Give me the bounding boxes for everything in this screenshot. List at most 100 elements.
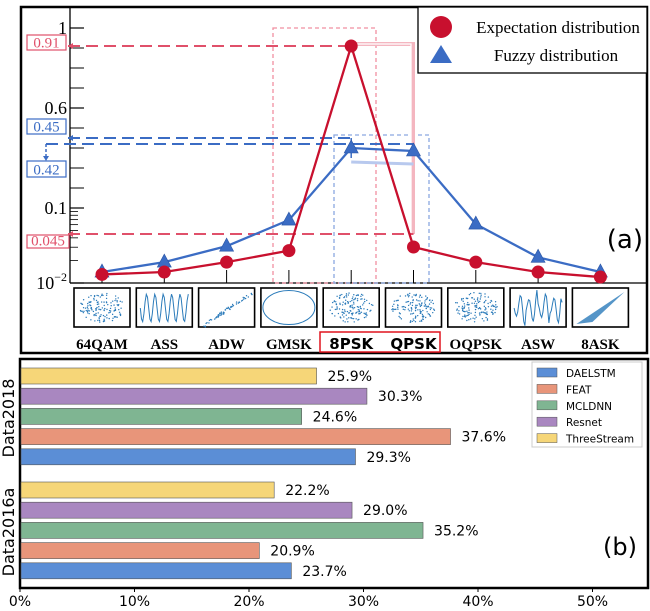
thumbnail-dot	[483, 320, 485, 322]
thumbnail-dot	[422, 318, 424, 321]
thumbnail-dot	[103, 309, 105, 311]
thumbnail-dot	[418, 296, 421, 298]
thumbnail-dot	[414, 307, 417, 310]
thumbnail-dot	[353, 299, 355, 301]
thumbnail-dot	[351, 304, 353, 306]
thumbnail-dot	[360, 307, 362, 310]
thumbnail-dot	[118, 311, 121, 313]
y-tick-label-text: 0.1	[45, 198, 68, 218]
thumbnail-dot	[346, 318, 348, 320]
thumbnail-dot	[116, 301, 118, 303]
thumbnail-dot	[428, 303, 431, 305]
x-tick-label: 40%	[462, 594, 493, 610]
thumbnail-dot	[463, 315, 466, 318]
thumbnail-wave	[513, 290, 563, 326]
panel-label-b: (b)	[603, 533, 637, 561]
thumbnail-dot	[351, 317, 353, 320]
thumbnail-dot	[479, 314, 481, 316]
y-tick-label-text: 0.6	[45, 98, 68, 118]
thumbnail-dot	[95, 299, 98, 302]
bar-value-label: 30.3%	[378, 389, 422, 405]
thumbnail-dot	[467, 301, 469, 304]
thumbnail-dot	[338, 308, 341, 310]
thumbnail-dot	[362, 294, 364, 296]
legend-label: FEAT	[566, 384, 592, 396]
thumbnail-dot	[456, 309, 458, 311]
thumbnail-dot	[468, 307, 470, 309]
thumbnail-dot	[99, 308, 101, 311]
thumbnail-dot	[402, 308, 404, 311]
thumbnail-dot	[494, 305, 496, 308]
thumbnail-dot	[415, 304, 417, 307]
thumbnail-dot	[473, 292, 475, 294]
thumbnail-dot	[90, 294, 92, 297]
thumbnail-dot	[419, 312, 421, 314]
thumbnail-dot	[461, 318, 463, 320]
thumbnail-dot	[334, 315, 336, 317]
thumbnail-dot	[96, 294, 98, 297]
thumbnail-dot	[421, 313, 424, 316]
thumbnail-dot	[490, 308, 492, 310]
data-point-circle	[282, 244, 296, 258]
thumbnail-dot	[220, 314, 222, 316]
thumbnail-dot	[392, 310, 394, 312]
thumbnail-dot	[357, 311, 359, 313]
thumbnail-dot	[235, 303, 238, 305]
thumbnail-dot	[475, 316, 477, 318]
annotation-box	[26, 34, 67, 51]
thumbnail-dot	[486, 311, 488, 313]
thumbnail-dot	[356, 306, 359, 308]
thumbnail-dot	[360, 311, 363, 313]
thumbnail-dot	[362, 304, 364, 306]
constellation-thumbnail-8PSK: 8PSK	[322, 287, 381, 353]
annotation-box	[26, 160, 67, 178]
thumbnail-dot	[424, 304, 427, 306]
thumbnail-dot	[419, 305, 422, 308]
thumbnail-wave	[139, 292, 189, 324]
thumbnail-dot	[480, 296, 482, 298]
thumbnail-dot	[458, 310, 460, 312]
thumbnail-dot	[486, 319, 489, 321]
thumbnail-dot	[349, 306, 351, 308]
bar-value-label: 22.2%	[285, 483, 329, 499]
x-tick-label: 30%	[348, 594, 379, 610]
thumbnail-dot	[476, 306, 478, 308]
thumbnail-dot	[103, 304, 105, 307]
legend-triangle-icon	[430, 45, 452, 63]
category-label: 64QAM	[76, 337, 128, 353]
thumbnail-dot	[475, 304, 478, 307]
thumbnail-dot	[494, 311, 496, 314]
y-tick-label: 0.1	[45, 198, 68, 218]
thumbnail-dot	[224, 309, 226, 311]
thumbnail-dot	[341, 311, 343, 313]
thumbnail-dot	[468, 293, 471, 296]
thumbnail-dot	[427, 305, 430, 308]
thumbnail-dot	[343, 309, 346, 311]
y-tick-label: 10−2	[36, 270, 67, 293]
data-point-triangle	[405, 142, 422, 157]
thumbnail-dot	[100, 301, 103, 303]
thumbnail-frame	[509, 287, 567, 328]
thumbnail-dot	[420, 319, 423, 321]
thumbnail-dot	[393, 303, 395, 306]
thumbnail-dot	[93, 299, 95, 301]
highlight-box-qpsk	[333, 134, 430, 284]
thumbnail-dot	[495, 306, 497, 309]
thumbnail-dot	[208, 319, 211, 321]
thumbnail-dot	[485, 299, 487, 302]
thumbnail-dot	[93, 314, 95, 317]
thumbnail-dot	[467, 314, 469, 317]
legend-swatch	[536, 400, 558, 411]
thumbnail-dot	[464, 310, 466, 313]
thumbnail-dot	[351, 297, 354, 300]
thumbnail-dot	[484, 296, 486, 298]
thumbnail-dot	[353, 321, 355, 323]
thumbnail-dot	[456, 308, 459, 310]
thumbnail-dot	[490, 305, 493, 307]
thumbnail-dot	[477, 300, 479, 302]
legend-circle-icon	[430, 16, 452, 38]
thumbnail-dot	[344, 310, 346, 313]
thumbnail-dot	[336, 308, 338, 311]
thumbnail-dot	[111, 300, 114, 302]
thumbnail-dot	[333, 300, 335, 303]
